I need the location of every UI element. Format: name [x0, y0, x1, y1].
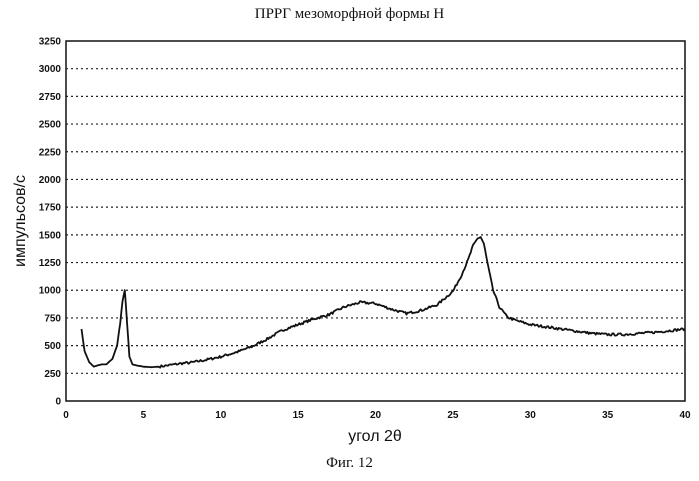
y-tick-label: 2250 — [39, 147, 62, 158]
x-tick-label: 5 — [141, 410, 147, 421]
x-tick-label: 35 — [602, 410, 614, 421]
y-tick-label: 2000 — [39, 175, 62, 186]
xrd-pattern-line — [82, 237, 686, 368]
x-tick-label: 0 — [63, 410, 69, 421]
y-tick-label: 1750 — [39, 203, 62, 214]
y-tick-label: 500 — [44, 341, 61, 352]
y-tick-label: 0 — [55, 397, 61, 408]
plot-frame — [66, 41, 685, 401]
grid-lines — [66, 69, 685, 374]
y-tick-label: 1500 — [39, 230, 62, 241]
x-tick-label: 15 — [293, 410, 305, 421]
x-tick-label: 20 — [370, 410, 382, 421]
x-tick-label: 30 — [525, 410, 537, 421]
y-tick-label: 250 — [44, 369, 61, 380]
x-axis-label: угол 2θ — [348, 428, 402, 445]
y-tick-label: 1250 — [39, 258, 62, 269]
y-axis-label: импульсов/с — [12, 175, 29, 267]
figure-caption: Фиг. 12 — [0, 455, 699, 472]
y-tick-label: 3000 — [39, 64, 62, 75]
y-tick-label: 750 — [44, 313, 61, 324]
x-tick-labels: 0 5 10 15 20 25 30 35 40 — [63, 410, 691, 421]
y-tick-label: 1000 — [39, 286, 62, 297]
x-tick-label: 40 — [679, 410, 691, 421]
x-tick-label: 10 — [215, 410, 227, 421]
y-tick-labels: 0 250 500 750 1000 1250 1500 1750 2000 2250 2500 27… — [39, 37, 62, 408]
y-tick-label: 3250 — [39, 37, 62, 48]
y-tick-label: 2500 — [39, 120, 62, 131]
x-tick-label: 25 — [447, 410, 459, 421]
y-tick-label: 2750 — [39, 92, 62, 103]
